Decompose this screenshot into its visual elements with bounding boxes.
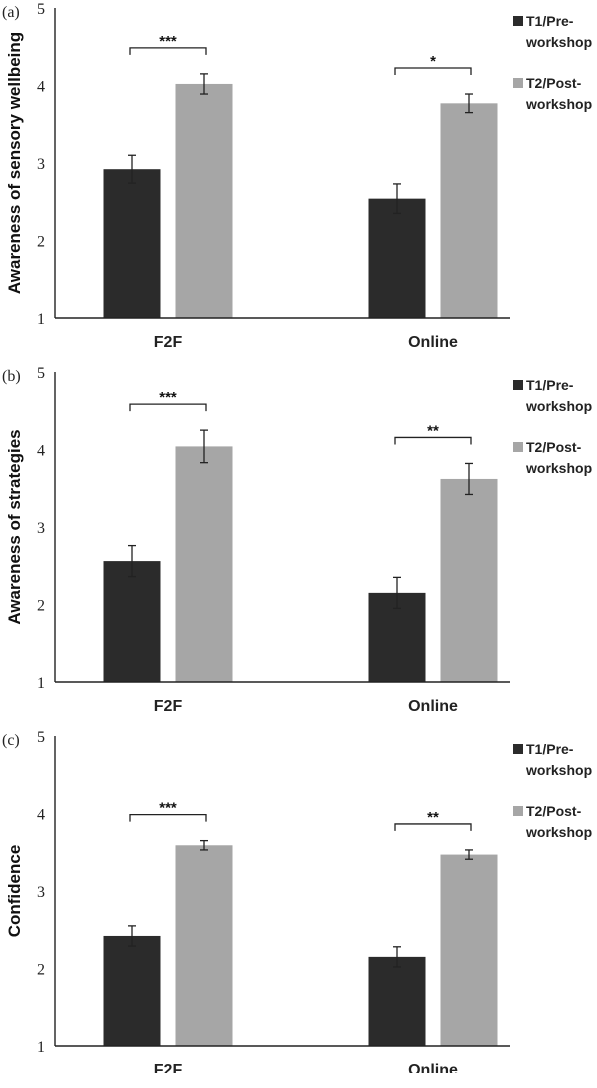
x-category-label-b-online: Online [408, 698, 458, 715]
legend-swatch-a-t2 [513, 78, 523, 88]
bar-c-f2f-t1 [103, 935, 161, 1046]
y-tick-label-c-1: 1 [37, 1039, 45, 1056]
panel-label-c: (c) [2, 732, 20, 749]
legend-swatch-a-t1 [513, 16, 523, 26]
chart-svg-b: (b) 1 2 3 4 5 Awareness of strategies *** F2F ** O… [2, 365, 592, 715]
y-tick-label-c-3: 3 [37, 884, 45, 901]
bar-b-online-t2 [440, 478, 498, 682]
legend-label-a-t1-line2: workshop [525, 34, 592, 50]
y-tick-label-c-5: 5 [37, 729, 45, 746]
y-tick-label-b-3: 3 [37, 520, 45, 537]
x-category-label-c-f2f: F2F [154, 1062, 183, 1073]
y-tick-label-a-5: 5 [37, 1, 45, 18]
significance-bracket-a-f2f [129, 47, 207, 55]
legend-label-c-t2-line2: workshop [525, 824, 592, 840]
y-tick-label-a-4: 4 [37, 79, 45, 96]
x-category-label-a-online: Online [408, 334, 458, 351]
y-tick-label-a-2: 2 [37, 234, 45, 251]
significance-label-a-f2f: *** [159, 33, 177, 50]
significance-label-c-online: ** [427, 809, 439, 826]
legend-label-c-t1-line2: workshop [525, 762, 592, 778]
legend-label-b-t2-line2: workshop [525, 460, 592, 476]
legend-swatch-c-t1 [513, 744, 523, 754]
x-category-label-b-f2f: F2F [154, 698, 183, 715]
significance-label-a-online: * [430, 53, 436, 70]
y-tick-label-b-1: 1 [37, 675, 45, 692]
bar-b-f2f-t2 [175, 446, 233, 682]
legend-swatch-c-t2 [513, 806, 523, 816]
bar-c-online-t1 [368, 956, 426, 1046]
y-tick-label-c-2: 2 [37, 962, 45, 979]
panel-label-a: (a) [2, 4, 20, 21]
y-tick-label-b-5: 5 [37, 365, 45, 382]
significance-bracket-c-online [394, 823, 472, 831]
chart-panel-c: (c) 1 2 3 4 5 Confidence *** F2F ** Online T1/Pre-w… [0, 728, 597, 1088]
legend-label-c-t1-line1: T1/Pre- [526, 741, 574, 757]
y-axis-label-b: Awareness of strategies [5, 429, 24, 624]
legend-label-a-t2-line1: T2/Post- [526, 75, 582, 91]
legend-label-b-t1-line1: T1/Pre- [526, 377, 574, 393]
y-tick-label-b-2: 2 [37, 598, 45, 615]
bar-a-online-t1 [368, 198, 426, 318]
significance-bracket-b-f2f [129, 403, 207, 412]
bar-b-f2f-t1 [103, 561, 161, 682]
legend-swatch-b-t2 [513, 442, 523, 452]
chart-panel-b: (b) 1 2 3 4 5 Awareness of strategies *** F2F ** O… [0, 364, 597, 724]
significance-bracket-c-f2f [129, 813, 207, 822]
legend-label-c-t2-line1: T2/Post- [526, 803, 582, 819]
significance-label-b-online: ** [427, 422, 439, 439]
legend-label-b-t2-line1: T2/Post- [526, 439, 582, 455]
significance-bracket-b-online [394, 436, 472, 445]
x-category-label-a-f2f: F2F [154, 334, 183, 351]
bar-a-f2f-t1 [103, 169, 161, 318]
bar-c-f2f-t2 [175, 845, 233, 1046]
x-category-label-c-online: Online [408, 1062, 458, 1073]
y-axis-label-c: Confidence [5, 845, 24, 938]
chart-panel-a: (a) 1 2 3 4 5 Awareness of sensory wellbeing **… [0, 0, 597, 360]
significance-label-b-f2f: *** [159, 389, 177, 406]
y-tick-label-b-4: 4 [37, 443, 45, 460]
legend-label-a-t1-line1: T1/Pre- [526, 13, 574, 29]
y-tick-label-c-4: 4 [37, 807, 45, 824]
y-tick-label-a-1: 1 [37, 311, 45, 328]
bar-c-online-t2 [440, 854, 498, 1046]
bar-a-f2f-t2 [175, 83, 233, 318]
legend-label-a-t2-line2: workshop [525, 96, 592, 112]
legend-label-b-t1-line2: workshop [525, 398, 592, 414]
panel-label-b: (b) [2, 368, 21, 385]
legend-swatch-b-t1 [513, 380, 523, 390]
chart-svg-c: (c) 1 2 3 4 5 Confidence *** F2F ** Online T1/Pre-w… [2, 729, 592, 1073]
bar-a-online-t2 [440, 103, 498, 318]
significance-label-c-f2f: *** [159, 800, 177, 817]
y-axis-label-a: Awareness of sensory wellbeing [5, 32, 24, 294]
significance-bracket-a-online [394, 67, 472, 76]
y-tick-label-a-3: 3 [37, 156, 45, 173]
